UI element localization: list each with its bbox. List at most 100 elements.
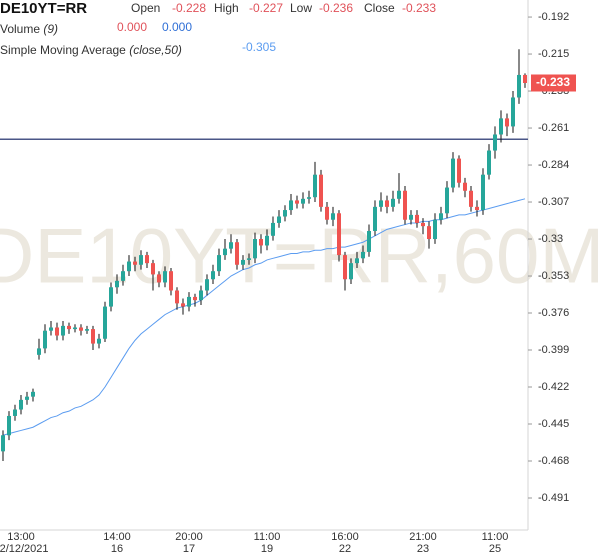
candle-body xyxy=(175,290,179,304)
candle-body xyxy=(397,190,401,199)
candle-body xyxy=(61,325,65,336)
candle-body xyxy=(211,271,215,280)
open-value: -0.228 xyxy=(172,1,206,15)
candle-body xyxy=(325,206,329,220)
candle-body xyxy=(265,235,269,246)
candle-body xyxy=(121,271,125,281)
candle-body xyxy=(145,255,149,264)
candle-body xyxy=(127,261,131,272)
x-tick-date: 22 xyxy=(339,543,351,555)
candle-body xyxy=(421,222,425,227)
candle-body xyxy=(7,415,11,436)
candle-body xyxy=(517,74,521,98)
close-label: Close xyxy=(364,1,395,15)
candle-body xyxy=(13,409,17,416)
candle-body xyxy=(349,263,353,280)
volume-value: 0.000 xyxy=(117,20,147,34)
x-tick-label: 13:00 xyxy=(7,531,35,543)
y-tick-label: -0.491 xyxy=(538,492,569,504)
volume-label: Volume (9) xyxy=(0,22,58,36)
candle-body xyxy=(163,271,167,283)
candle-body xyxy=(391,198,395,207)
candle-body xyxy=(301,198,305,204)
candle-body xyxy=(19,399,23,410)
x-tick-label: 14:00 xyxy=(103,531,131,543)
x-tick-date: 16 xyxy=(111,543,123,555)
y-tick-label: -0.284 xyxy=(538,159,569,171)
candle-body xyxy=(247,258,251,260)
candle-body xyxy=(499,118,503,135)
candle-body xyxy=(49,327,53,331)
x-tick-label: 20:00 xyxy=(175,531,203,543)
x-tick-label: 11:00 xyxy=(254,531,281,543)
candle-body xyxy=(139,255,143,265)
y-tick-label: -0.468 xyxy=(538,455,569,467)
candle-body xyxy=(1,435,5,452)
candle-body xyxy=(283,210,287,217)
candle-body xyxy=(481,174,485,211)
candle-body xyxy=(205,279,209,291)
candle-body xyxy=(505,118,509,127)
x-tick-date: 23 xyxy=(417,543,429,555)
candle-body xyxy=(151,263,155,275)
high-value: -0.227 xyxy=(249,1,283,15)
y-tick-label: -0.376 xyxy=(538,307,569,319)
y-tick-label: -0.33 xyxy=(538,233,563,245)
open-label: Open xyxy=(131,1,160,15)
candle-body xyxy=(187,296,191,307)
candle-body xyxy=(103,306,107,339)
candle-body xyxy=(37,348,41,355)
candle-body xyxy=(367,230,371,252)
candle-body xyxy=(289,200,293,211)
volume-value: 0.000 xyxy=(162,20,192,34)
candle-body xyxy=(457,158,461,183)
candle-body xyxy=(193,296,197,301)
sma-label: Simple Moving Average (close,50) xyxy=(0,43,182,57)
candle-body xyxy=(91,329,95,344)
candle-body xyxy=(475,206,479,211)
volume-name: Volume xyxy=(0,22,40,36)
symbol: DE10YT=RR xyxy=(0,0,87,17)
y-tick-label: -0.261 xyxy=(538,122,569,134)
x-tick-label: 16:00 xyxy=(331,531,359,543)
candle-body xyxy=(241,259,245,265)
candle-body xyxy=(451,158,455,188)
price-tag xyxy=(531,74,576,92)
candle-body xyxy=(55,327,59,336)
candle-body xyxy=(79,327,83,331)
candle-body xyxy=(235,242,239,265)
y-tick-label: -0.399 xyxy=(538,344,569,356)
sma-value: -0.305 xyxy=(242,40,276,54)
candle-body xyxy=(415,214,419,223)
candle-body xyxy=(427,226,431,240)
close-value: -0.233 xyxy=(402,1,436,15)
candle-body xyxy=(277,216,281,223)
sma-name: Simple Moving Average xyxy=(0,43,126,57)
candle-body xyxy=(403,190,407,220)
candle-body xyxy=(361,251,365,259)
candle-body xyxy=(115,280,119,288)
candle-body xyxy=(463,182,467,191)
candle-body xyxy=(67,325,71,330)
candle-body xyxy=(253,239,257,259)
candle-body xyxy=(373,206,377,231)
candle-body xyxy=(271,222,275,236)
candle-body xyxy=(445,187,449,214)
candle-body xyxy=(169,271,173,291)
candle-body xyxy=(469,190,473,207)
high-label: High xyxy=(214,1,239,15)
candle-body xyxy=(307,197,311,199)
y-tick-label: -0.215 xyxy=(538,48,569,60)
x-tick-date: 19 xyxy=(261,543,273,555)
y-tick-label: -0.307 xyxy=(538,196,569,208)
candle-body xyxy=(409,214,413,220)
candle-body xyxy=(337,213,341,256)
candle-body xyxy=(73,327,77,330)
x-tick-date: 17 xyxy=(183,543,195,555)
candle-body xyxy=(109,287,113,307)
candle-body xyxy=(43,330,47,349)
sma-params: (close,50) xyxy=(129,43,182,57)
